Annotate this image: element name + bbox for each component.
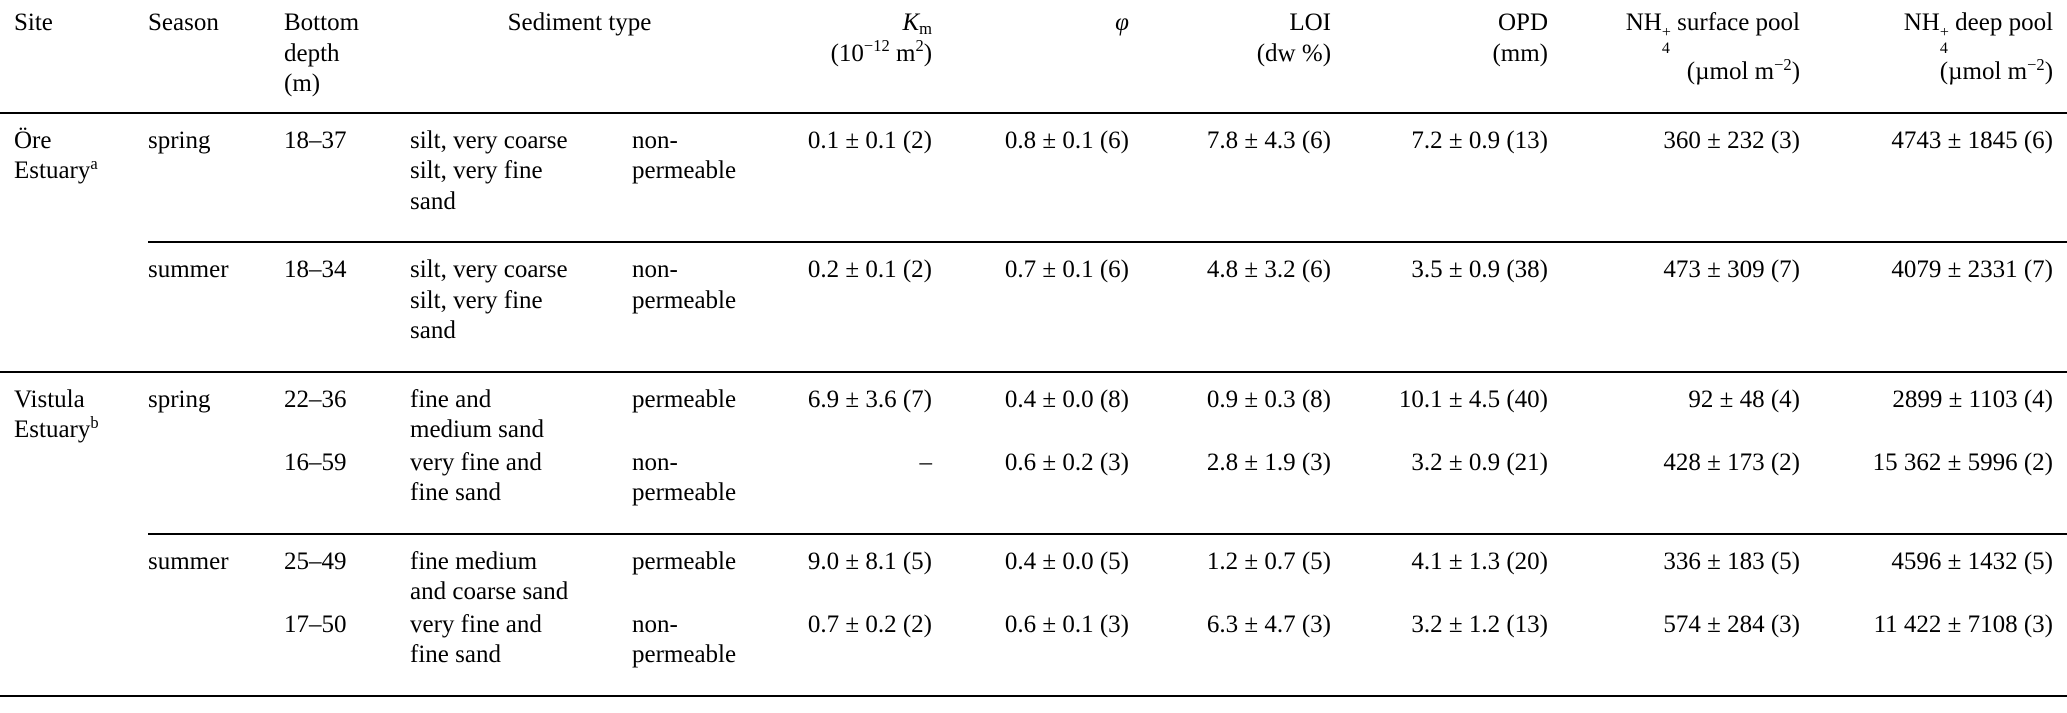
cell-nh4-deep-pool: 11 422 ± 7108 (3) bbox=[1808, 609, 2067, 697]
cell-permeability: non-permeable bbox=[632, 609, 764, 697]
cell-season: spring bbox=[148, 370, 284, 448]
col-header-site: Site bbox=[0, 0, 148, 114]
cell-season: summer bbox=[148, 241, 284, 372]
cell-sediment-type: silt, very coarse silt, very fine sand bbox=[410, 126, 568, 215]
cell-nh4-deep-pool: 4596 ± 1432 (5) bbox=[1808, 532, 2067, 610]
cell-bottom-depth: 17–50 bbox=[284, 609, 410, 697]
cell-loi: 4.8 ± 3.2 (6) bbox=[1137, 241, 1340, 372]
table-row-vistula-spring-nonpermeable: 16–59 very fine and fine sand non-permeab… bbox=[0, 448, 2067, 534]
cell-permeability: non-permeable bbox=[632, 241, 764, 372]
cell-permeability: permeable bbox=[632, 532, 764, 610]
cell-nh4-surface-pool: 428 ± 173 (2) bbox=[1663, 448, 1801, 476]
col-header-nh4-deep-pool: NH +4 deep pool (µmol m−2) bbox=[1808, 0, 2067, 114]
cell-km: 0.7 ± 0.2 (2) bbox=[763, 609, 941, 697]
cell-bottom-depth: 18–37 bbox=[284, 126, 347, 154]
cell-loi: 0.9 ± 0.3 (8) bbox=[1137, 370, 1340, 448]
cell-bottom-depth: 25–49 bbox=[284, 532, 410, 610]
cell-sediment-type: very fine and fine sand bbox=[410, 448, 542, 507]
cell-nh4-deep-pool: 4743 ± 1845 (6) bbox=[1891, 126, 2054, 154]
cell-permeability: non-permeable bbox=[632, 448, 737, 507]
cell-season bbox=[148, 448, 284, 534]
cell-nh4-surface-pool: 574 ± 284 (3) bbox=[1556, 609, 1809, 697]
col-header-nh4-surface-pool: NH +4 surface pool (µmol m−2) bbox=[1556, 0, 1809, 114]
cell-bottom-depth: 22–36 bbox=[284, 370, 410, 448]
cell-sediment-type: very fine and fine sand bbox=[410, 609, 632, 697]
header-row: Site Season Bottom depth (m) Sediment type… bbox=[0, 0, 2067, 114]
cell-loi: 2.8 ± 1.9 (3) bbox=[1206, 448, 1332, 476]
cell-loi: 7.8 ± 4.3 (6) bbox=[1206, 126, 1332, 154]
cell-sediment-type: silt, very coarse silt, very fine sand bbox=[410, 241, 632, 372]
cell-bottom-depth: 18–34 bbox=[284, 241, 410, 372]
cell-loi: 6.3 ± 4.7 (3) bbox=[1137, 609, 1340, 697]
cell-nh4-surface-pool: 92 ± 48 (4) bbox=[1556, 370, 1809, 448]
cell-season: summer bbox=[148, 532, 284, 610]
cell-season: spring bbox=[148, 126, 211, 154]
cell-permeability: permeable bbox=[632, 370, 764, 448]
cell-season bbox=[148, 609, 284, 697]
cell-nh4-deep-pool: 15 362 ± 5996 (2) bbox=[1872, 448, 2054, 476]
sediment-properties-table: Site Season Bottom depth (m) Sediment type… bbox=[0, 0, 2067, 697]
cell-opd: 7.2 ± 0.9 (13) bbox=[1411, 126, 1549, 154]
cell-opd: 3.2 ± 1.2 (13) bbox=[1339, 609, 1557, 697]
cell-nh4-surface-pool: 473 ± 309 (7) bbox=[1556, 241, 1809, 372]
cell-permeability: non-permeable bbox=[632, 126, 737, 185]
col-header-bottom-depth: Bottom depth (m) bbox=[284, 0, 410, 114]
cell-site: Vistula Estuaryb bbox=[0, 370, 148, 697]
cell-opd: 4.1 ± 1.3 (20) bbox=[1339, 532, 1557, 610]
col-header-phi: φ bbox=[940, 0, 1138, 114]
cell-km: 0.1 ± 0.1 (2) bbox=[807, 126, 933, 154]
cell-phi: 0.6 ± 0.1 (3) bbox=[940, 609, 1138, 697]
cell-phi: 0.4 ± 0.0 (5) bbox=[940, 532, 1138, 610]
cell-phi: 0.7 ± 0.1 (6) bbox=[940, 241, 1138, 372]
cell-phi: 0.6 ± 0.2 (3) bbox=[1004, 448, 1130, 476]
cell-sediment-type: fine medium and coarse sand bbox=[410, 532, 632, 610]
cell-opd: 3.2 ± 0.9 (21) bbox=[1411, 448, 1549, 476]
cell-km: 0.2 ± 0.1 (2) bbox=[763, 241, 941, 372]
col-header-loi: LOI (dw %) bbox=[1137, 0, 1340, 114]
cell-nh4-surface-pool: 336 ± 183 (5) bbox=[1556, 532, 1809, 610]
table-row-vistula-summer-permeable: summer 25–49 fine medium and coarse sand … bbox=[0, 532, 2067, 610]
cell-site: Öre Estuarya bbox=[14, 126, 98, 185]
cell-phi: 0.8 ± 0.1 (6) bbox=[1004, 126, 1130, 154]
cell-nh4-deep-pool: 2899 ± 1103 (4) bbox=[1808, 370, 2067, 448]
cell-nh4-deep-pool: 4079 ± 2331 (7) bbox=[1808, 241, 2067, 372]
cell-km: 6.9 ± 3.6 (7) bbox=[763, 370, 941, 448]
table-row-vistula-summer-nonpermeable: 17–50 very fine and fine sand non-permeab… bbox=[0, 609, 2067, 697]
cell-opd: 3.5 ± 0.9 (38) bbox=[1339, 241, 1557, 372]
cell-nh4-surface-pool: 360 ± 232 (3) bbox=[1663, 126, 1801, 154]
col-header-opd: OPD (mm) bbox=[1339, 0, 1557, 114]
cell-km: – bbox=[919, 448, 933, 476]
cell-phi: 0.4 ± 0.0 (8) bbox=[940, 370, 1138, 448]
table-row-ore-spring: Öre Estuarya spring 18–37 silt, very coar… bbox=[0, 113, 2067, 243]
table-row-vistula-spring-permeable: Vistula Estuaryb spring 22–36 fine and med… bbox=[0, 370, 2067, 697]
col-header-sediment-type: Sediment type bbox=[410, 0, 764, 114]
table-row-ore-summer: summer 18–34 silt, very coarse silt, very… bbox=[0, 241, 2067, 372]
col-header-season: Season bbox=[148, 0, 284, 114]
cell-km: 9.0 ± 8.1 (5) bbox=[763, 532, 941, 610]
col-header-km: Km (10−12 m2) bbox=[763, 0, 941, 114]
cell-loi: 1.2 ± 0.7 (5) bbox=[1137, 532, 1340, 610]
cell-sediment-type: fine and medium sand bbox=[410, 370, 632, 448]
cell-opd: 10.1 ± 4.5 (40) bbox=[1339, 370, 1557, 448]
cell-bottom-depth: 16–59 bbox=[284, 448, 347, 476]
